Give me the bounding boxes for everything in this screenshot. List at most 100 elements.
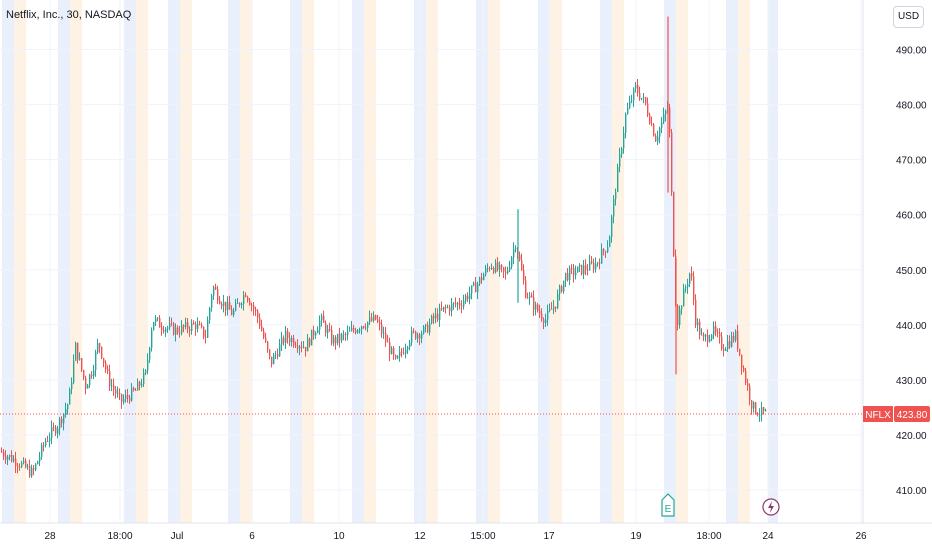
candle-up-body [197, 323, 199, 330]
candle-up-body [725, 349, 727, 351]
candle-up-body [701, 334, 703, 336]
candle-down-body [107, 369, 109, 372]
candle-up-body [731, 335, 733, 347]
candle-up-body [607, 247, 609, 253]
candle-up-body [211, 295, 213, 308]
candle-up-body [465, 295, 467, 301]
event-markers[interactable]: E [661, 493, 780, 517]
candle-up-body [753, 402, 755, 409]
candle-down-body [179, 332, 181, 334]
candle-up-body [453, 303, 455, 304]
candle-up-body [485, 268, 487, 275]
candle-up-body [125, 395, 127, 400]
candle-down-body [253, 305, 255, 310]
candle-up-body [117, 392, 119, 394]
candle-down-body [127, 395, 129, 398]
candle-down-body [239, 303, 241, 306]
candle-down-body [99, 343, 101, 347]
candle-up-body [87, 385, 89, 389]
symbol-title: Netflix, Inc., 30, NASDAQ [6, 9, 132, 21]
candle-down-body [313, 329, 315, 336]
candle-up-body [495, 262, 497, 273]
candle-up-body [93, 370, 95, 376]
candle-down-body [3, 452, 5, 457]
candle-up-body [515, 248, 517, 249]
candle-up-body [13, 458, 15, 462]
time-tick-label: 15:00 [470, 531, 495, 542]
candle-up-body [361, 326, 363, 330]
candle-down-body [205, 336, 207, 338]
afterhours-band [476, 0, 488, 523]
price-axis[interactable]: 410.00 420.00 430.00 440.00 450.00 460.00 470.… [862, 0, 927, 523]
candle-up-body [425, 324, 427, 327]
candle-down-body [129, 397, 131, 401]
currency-button[interactable]: USD [893, 6, 924, 28]
candle-down-body [183, 325, 185, 328]
candle-down-body [751, 400, 753, 409]
lightning-icon[interactable] [762, 498, 780, 516]
candle-up-body [37, 461, 39, 464]
candle-down-body [445, 306, 447, 308]
candle-up-body [349, 330, 351, 332]
candle-up-body [623, 132, 625, 149]
candle-up-body [665, 111, 667, 115]
candle-down-body [567, 272, 569, 281]
candle-up-body [611, 216, 613, 237]
candle-down-body [381, 324, 383, 334]
candle-down-body [719, 333, 721, 337]
candle-down-body [17, 466, 19, 467]
candle-up-body [175, 327, 177, 335]
candle-down-body [603, 249, 605, 252]
candle-up-body [451, 303, 453, 312]
candle-up-body [21, 462, 23, 467]
candle-down-body [265, 337, 267, 342]
premarket-band [612, 0, 624, 523]
candle-down-body [77, 342, 79, 360]
candle-down-body [489, 268, 491, 269]
candle-down-body [43, 445, 45, 446]
candle-up-body [27, 466, 29, 468]
candle-down-body [283, 337, 285, 343]
candle-up-body [423, 326, 425, 334]
afterhours-band [768, 0, 778, 523]
candle-up-body [727, 341, 729, 350]
candles [1, 16, 767, 478]
candle-down-body [539, 310, 541, 314]
candle-down-body [161, 327, 163, 330]
candle-up-body [373, 315, 375, 321]
candle-up-body [617, 167, 619, 192]
price-tick-label: 440.00 [896, 321, 927, 332]
candle-up-body [583, 265, 585, 275]
candle-down-body [695, 299, 697, 326]
candle-up-body [429, 323, 431, 333]
candle-down-body [585, 265, 587, 270]
candle-down-body [441, 308, 443, 310]
price-tick-label: 450.00 [896, 266, 927, 277]
candle-up-body [689, 273, 691, 284]
candle-down-body [251, 304, 253, 306]
candle-down-body [707, 335, 709, 342]
premarket-band [364, 0, 376, 523]
candle-up-body [487, 268, 489, 269]
candle-down-body [741, 354, 743, 368]
price-tick-label: 480.00 [896, 101, 927, 112]
candle-down-body [455, 303, 457, 305]
candle-up-body [601, 249, 603, 264]
time-tick-label: 18:00 [696, 531, 721, 542]
candle-up-body [761, 407, 763, 415]
candle-down-body [637, 84, 639, 94]
candle-up-body [629, 101, 631, 109]
candle-down-body [217, 289, 219, 301]
candle-down-body [115, 389, 117, 394]
candle-up-body [51, 427, 53, 439]
candle-down-body [527, 297, 529, 299]
candle-down-body [449, 306, 451, 312]
time-axis[interactable]: 28 18:00 Jul 6 10 12 15:00 17 19 18:00 24 26 [44, 531, 867, 542]
candle-up-body [59, 418, 61, 429]
candle-up-body [687, 283, 689, 288]
candle-up-body [111, 385, 113, 387]
candle-up-body [513, 248, 515, 258]
earnings-icon[interactable]: E [661, 493, 675, 517]
